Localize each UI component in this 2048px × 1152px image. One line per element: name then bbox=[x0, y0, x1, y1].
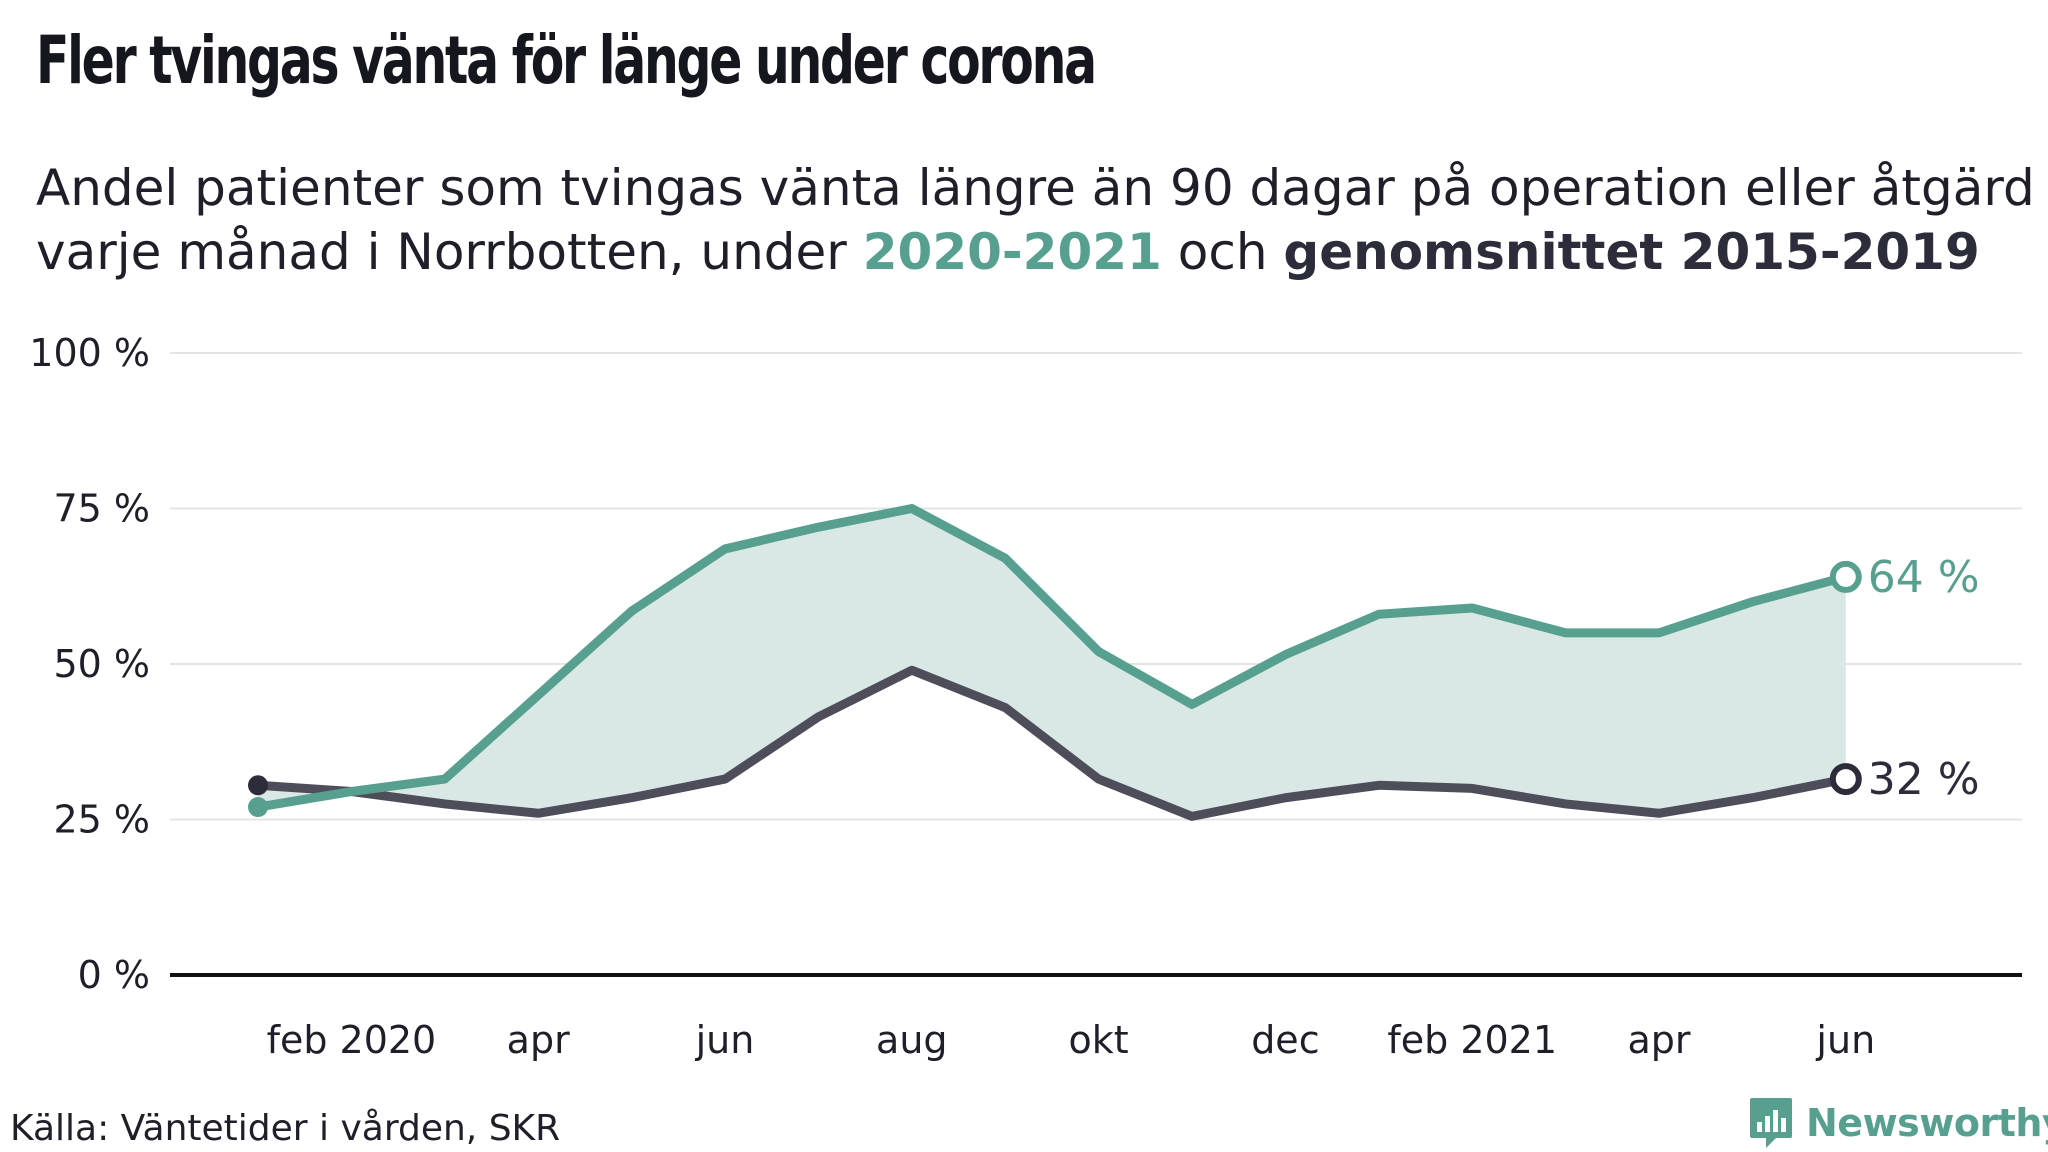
x-tick-label: okt bbox=[1069, 1018, 1129, 1062]
x-tick-label: jun bbox=[1815, 1018, 1875, 1062]
brand-name: Newsworthy bbox=[1806, 1101, 2048, 1145]
end-label-series-average: 32 % bbox=[1868, 754, 1980, 805]
y-tick-label: 75 % bbox=[53, 487, 150, 531]
subtitle-series-2020-2021: 2020-2021 bbox=[862, 223, 1162, 281]
area-between-series bbox=[258, 508, 1846, 817]
series-line-series-2020-2021 bbox=[253, 504, 1851, 812]
y-tick-label: 0 % bbox=[78, 953, 150, 997]
x-tick-label: aug bbox=[876, 1018, 948, 1062]
end-label-series-2020-2021: 64 % bbox=[1868, 552, 1980, 603]
y-tick-label: 25 % bbox=[53, 798, 150, 842]
chart-title: Fler tvingas vänta för länge under coron… bbox=[36, 22, 1097, 99]
subtitle-series-average: genomsnittet 2015-2019 bbox=[1283, 223, 1980, 281]
end-point-series-average bbox=[1829, 763, 1862, 796]
series-lines bbox=[253, 504, 1851, 821]
newsworthy-logo-icon bbox=[1750, 1098, 1792, 1148]
source-credit: Källa: Väntetider i vården, SKR bbox=[10, 1108, 561, 1149]
y-tick-label: 50 % bbox=[53, 642, 150, 686]
chart-subtitle: Andel patienter som tvingas vänta längre… bbox=[36, 156, 2036, 284]
brand-logo: Newsworthy bbox=[1748, 1096, 2048, 1150]
x-tick-label: dec bbox=[1251, 1018, 1319, 1062]
start-point-series-average bbox=[248, 775, 268, 796]
series-line-series-average bbox=[253, 665, 1851, 821]
x-tick-label: apr bbox=[1627, 1018, 1690, 1062]
x-tick-label: feb 2020 bbox=[267, 1018, 437, 1062]
series-endpoints: 64 % 32 % bbox=[248, 552, 1980, 818]
line-chart: 0 % 25 % 50 % 75 % 100 % feb 2020 apr jun aug ok… bbox=[29, 331, 2022, 1062]
y-axis: 0 % 25 % 50 % 75 % 100 % bbox=[29, 331, 150, 997]
x-tick-label: jun bbox=[695, 1018, 755, 1062]
y-tick-label: 100 % bbox=[29, 331, 150, 375]
subtitle-text: Andel patienter som tvingas vänta längre… bbox=[36, 159, 2035, 281]
x-tick-label: apr bbox=[507, 1018, 570, 1062]
x-axis: feb 2020 apr jun aug okt dec feb 2021 apr jun bbox=[267, 1018, 1876, 1062]
end-point-series-2020-2021 bbox=[1829, 560, 1862, 593]
x-tick-label: feb 2021 bbox=[1387, 1018, 1557, 1062]
subtitle-connector: och bbox=[1161, 223, 1284, 281]
start-point-series-2020-2021 bbox=[248, 797, 268, 818]
